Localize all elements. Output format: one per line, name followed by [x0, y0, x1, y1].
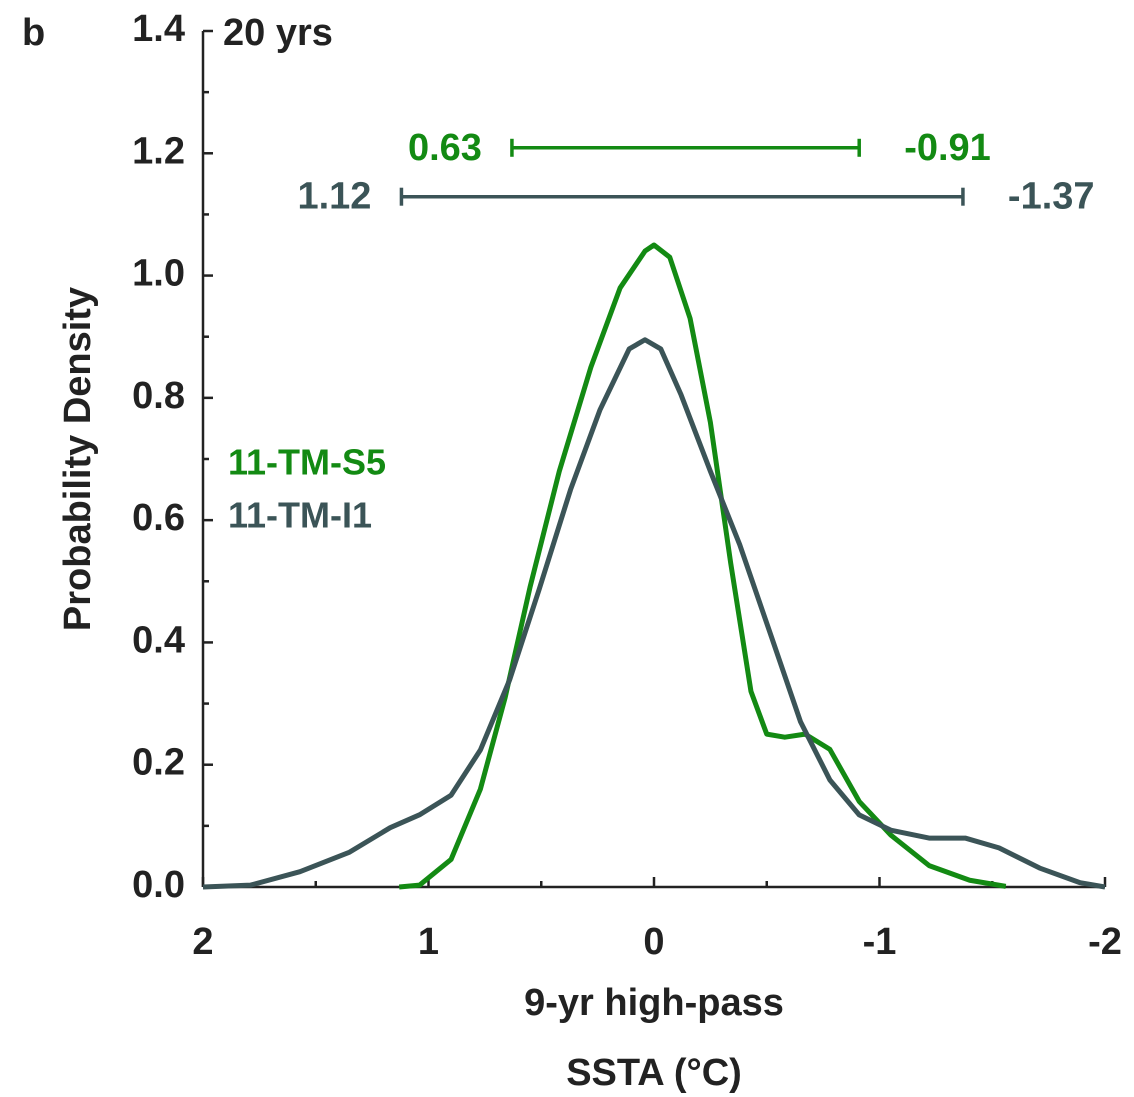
x-tick-label: 1	[418, 921, 439, 963]
legend-entry: 11-TM-I1	[228, 495, 372, 536]
range-label: 1.12	[297, 176, 371, 218]
x-tick-label: 0	[643, 921, 664, 963]
x-tick-label: -1	[863, 921, 897, 963]
range-label: -0.91	[904, 127, 991, 169]
y-axis-label: Probability Density	[57, 287, 99, 631]
x-axis-label: 9-yr high-pass	[524, 982, 784, 1024]
y-tick-label: 0.8	[132, 375, 185, 417]
range-label: -1.37	[1008, 176, 1095, 218]
x-tick-label: -2	[1088, 921, 1122, 963]
legend-entry: 11-TM-S5	[228, 442, 386, 483]
kde-line	[202, 337, 1106, 890]
y-tick-label: 0.6	[132, 497, 185, 539]
x-tick-label: 2	[192, 921, 213, 963]
kde-line	[398, 242, 1007, 890]
y-tick-label: 1.0	[132, 253, 185, 295]
y-tick-label: 0.2	[132, 742, 185, 784]
x-axis-label: SSTA (°C)	[566, 1052, 742, 1094]
range-label: 0.63	[408, 127, 482, 169]
chart-title: 20 yrs	[223, 12, 333, 54]
y-tick-label: 0.4	[132, 619, 185, 661]
y-tick-label: 1.4	[132, 8, 185, 50]
y-tick-label: 1.2	[132, 130, 185, 172]
y-tick-label: 0.0	[132, 864, 185, 906]
panel-label: b	[22, 12, 45, 54]
